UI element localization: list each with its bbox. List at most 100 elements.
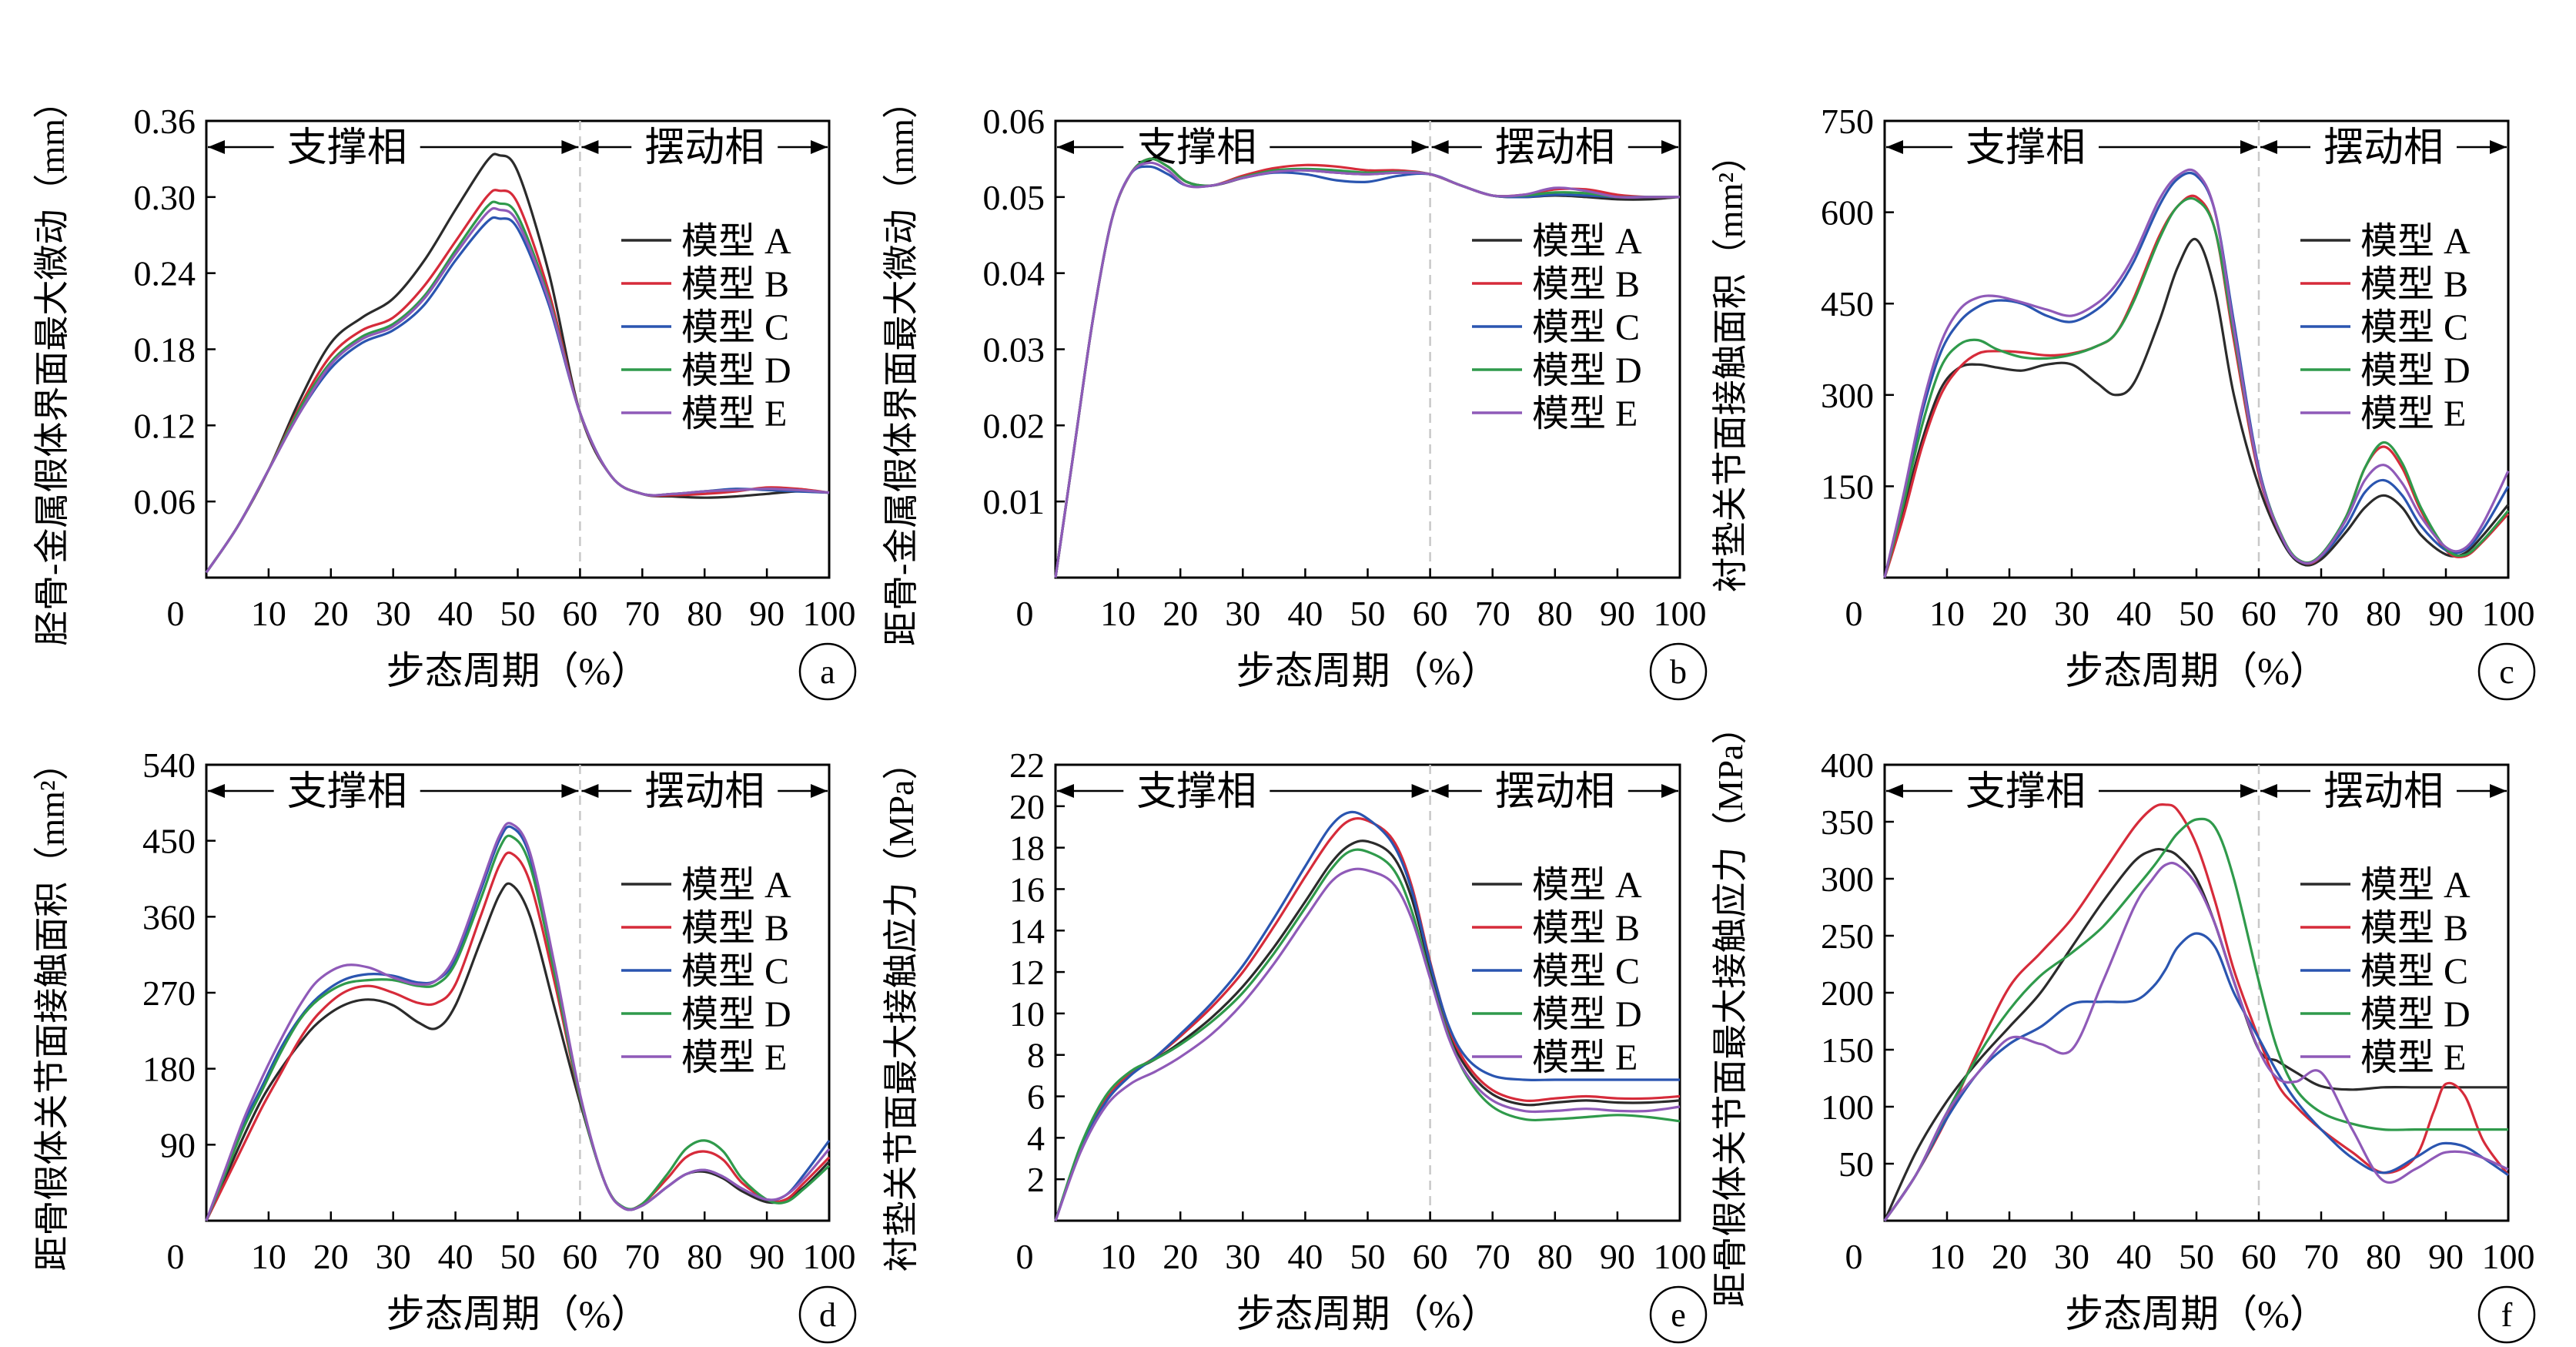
x-tick-label: 20 <box>1992 1237 2027 1276</box>
y-tick-label: 750 <box>1821 102 1874 141</box>
y-tick-label: 20 <box>1009 787 1045 826</box>
x-tick-label: 60 <box>562 1237 597 1276</box>
x-tick-label: 60 <box>2241 1237 2277 1276</box>
arrowhead <box>1431 784 1449 798</box>
x-tick-label: 0 <box>1845 594 1863 633</box>
x-tick-label: 60 <box>2241 594 2277 633</box>
series-line-4 <box>1054 161 1680 578</box>
x-tick-label: 60 <box>562 594 597 633</box>
plot-frame <box>1054 763 1681 1222</box>
legend-label: 模型 C <box>2360 951 2468 992</box>
arrowhead <box>1886 140 1903 154</box>
y-tick-label: 8 <box>1027 1036 1045 1075</box>
legend-label: 模型 A <box>2360 221 2471 262</box>
x-tick-label: 40 <box>1287 1237 1323 1276</box>
x-tick-label: 70 <box>2303 594 2339 633</box>
phase-label-swing: 摆动相 <box>2323 126 2444 170</box>
x-tick-label: 10 <box>1929 594 1965 633</box>
x-tick-label: 90 <box>749 1237 785 1276</box>
panel-letter: c <box>2499 653 2514 691</box>
phase-label-stance: 支撑相 <box>287 126 407 170</box>
panel-letter: e <box>1671 1296 1686 1334</box>
legend-label: 模型 B <box>1532 264 1640 305</box>
panel-b: 0 10 20 30 40 50 60 70 80 90 100 0.01 0.02 0.03 0.04 0.… <box>882 83 1708 701</box>
y-tick-label: 0.06 <box>983 102 1045 141</box>
x-tick-label: 70 <box>624 594 660 633</box>
arrowhead <box>811 784 828 798</box>
y-axis-label: 距骨-金属假体界面最大微动（mm） <box>882 83 921 646</box>
x-tick-label: 100 <box>803 594 856 633</box>
series-line-1 <box>205 851 831 1221</box>
x-axis-label: 步态周期（%） <box>2065 1292 2328 1335</box>
y-tick-label: 2 <box>1027 1160 1045 1199</box>
x-axis-label: 步态周期（%） <box>386 649 650 692</box>
x-tick-label: 50 <box>2179 594 2214 633</box>
panel-letter-circle <box>1649 1285 1708 1344</box>
y-tick-label: 0.12 <box>134 406 196 445</box>
series-line-3 <box>1883 817 2508 1221</box>
y-tick-label: 0.03 <box>983 330 1045 370</box>
phase-label-stance: 支撑相 <box>287 770 407 814</box>
legend-label: 模型 A <box>1532 221 1642 262</box>
x-tick-label: 10 <box>1100 594 1136 633</box>
arrowhead <box>1431 140 1449 154</box>
series-line-4 <box>205 822 831 1221</box>
plot-frame <box>1883 119 2510 579</box>
legend-label: 模型 B <box>681 264 789 305</box>
y-tick-label: 50 <box>1838 1144 1874 1184</box>
phase-label-stance: 支撑相 <box>1965 126 2086 170</box>
y-tick-label: 100 <box>1821 1087 1874 1127</box>
x-tick-label: 80 <box>1537 1237 1573 1276</box>
y-tick-label: 270 <box>142 973 196 1013</box>
series-line-0 <box>205 882 831 1221</box>
x-tick-label: 50 <box>500 594 536 633</box>
series-line-4 <box>1883 168 2510 578</box>
y-tick-label: 14 <box>1009 911 1045 950</box>
y-tick-label: 90 <box>160 1125 196 1164</box>
arrowhead <box>1057 784 1074 798</box>
series-line-3 <box>205 834 831 1221</box>
x-tick-label: 40 <box>438 1237 473 1276</box>
x-tick-label: 10 <box>251 1237 286 1276</box>
panel-letter: a <box>820 653 835 691</box>
panel-letter-circle <box>2477 642 2536 701</box>
x-tick-label: 90 <box>2428 594 2464 633</box>
series-line-4 <box>1054 867 1681 1221</box>
phase-label-stance: 支撑相 <box>1965 770 2086 814</box>
x-tick-label: 60 <box>1413 594 1448 633</box>
y-tick-label: 300 <box>1821 376 1874 415</box>
phase-label-swing: 摆动相 <box>1495 770 1615 814</box>
x-tick-label: 70 <box>1475 594 1510 633</box>
legend-label: 模型 D <box>1532 994 1642 1035</box>
x-tick-label: 10 <box>1100 1237 1136 1276</box>
phase-label-swing: 摆动相 <box>2323 770 2444 814</box>
x-tick-label: 30 <box>1225 594 1260 633</box>
panel-letter: d <box>819 1296 836 1334</box>
y-tick-label: 450 <box>142 822 196 861</box>
legend-label: 模型 A <box>681 221 791 262</box>
series-line-1 <box>205 189 830 574</box>
x-tick-label: 10 <box>1929 1237 1965 1276</box>
arrowhead <box>208 140 225 154</box>
x-tick-label: 40 <box>2116 594 2152 633</box>
x-tick-label: 20 <box>1163 1237 1198 1276</box>
y-tick-label: 16 <box>1009 870 1045 909</box>
y-tick-label: 450 <box>1821 284 1874 323</box>
x-tick-label: 20 <box>313 594 349 633</box>
x-tick-label: 40 <box>1287 594 1323 633</box>
x-tick-label: 40 <box>2116 1237 2152 1276</box>
arrowhead <box>581 784 599 798</box>
x-axis-label: 步态周期（%） <box>2065 649 2328 692</box>
y-tick-label: 150 <box>1821 1030 1874 1070</box>
x-tick-label: 0 <box>167 594 185 633</box>
phase-label-stance: 支撑相 <box>1136 770 1256 814</box>
panel-letter-circle <box>798 642 857 701</box>
x-tick-label: 80 <box>687 1237 722 1276</box>
series-line-0 <box>1883 237 2510 578</box>
legend-label: 模型 A <box>2360 865 2471 906</box>
arrowhead <box>1411 784 1429 798</box>
x-tick-label: 20 <box>1992 594 2027 633</box>
y-tick-label: 360 <box>142 897 196 937</box>
y-tick-label: 350 <box>1821 803 1874 842</box>
